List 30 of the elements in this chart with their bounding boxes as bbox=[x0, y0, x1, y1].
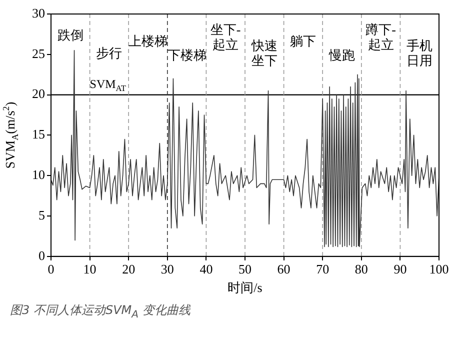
y-tick-label: 5 bbox=[38, 207, 45, 222]
x-tick-label: 90 bbox=[394, 262, 407, 277]
annotation: 步行 bbox=[96, 45, 122, 60]
y-tick-label: 0 bbox=[38, 248, 45, 263]
x-tick-label: 50 bbox=[238, 262, 252, 277]
annotation: 手机日用 bbox=[406, 38, 433, 68]
x-tick-label: 20 bbox=[122, 262, 136, 277]
y-axis-title: SVMA(m/s2) bbox=[0, 102, 20, 169]
annotation: 跌倒 bbox=[57, 27, 84, 42]
y-tick-label: 30 bbox=[32, 5, 45, 20]
x-tick-label: 60 bbox=[277, 262, 290, 277]
annotation: 下楼梯 bbox=[167, 47, 206, 62]
x-tick-label: 10 bbox=[83, 262, 96, 277]
y-tick-label: 15 bbox=[32, 126, 45, 142]
annotation: 快速坐下 bbox=[250, 38, 278, 68]
annotation: 蹲下-起立 bbox=[366, 22, 396, 52]
x-tick-label: 70 bbox=[316, 262, 330, 277]
annotation: 坐下-起立 bbox=[210, 22, 241, 52]
annotation: 上楼梯 bbox=[128, 33, 168, 48]
y-tick-label: 25 bbox=[32, 46, 45, 61]
text: 图3 不同人体运动SVM$_{A}$ 变化曲线 bbox=[10, 302, 192, 320]
annotation: 躺下 bbox=[290, 33, 316, 48]
x-tick-label: 30 bbox=[160, 262, 174, 277]
y-tick-label: 10 bbox=[32, 167, 45, 182]
y-tick-label: 20 bbox=[32, 86, 45, 102]
x-tick-label: 80 bbox=[354, 262, 368, 277]
x-axis-title: 时间/s bbox=[228, 280, 262, 295]
x-tick-label: 100 bbox=[429, 262, 449, 277]
annotation: 慢跑 bbox=[328, 47, 355, 62]
x-tick-label: 40 bbox=[200, 262, 213, 277]
